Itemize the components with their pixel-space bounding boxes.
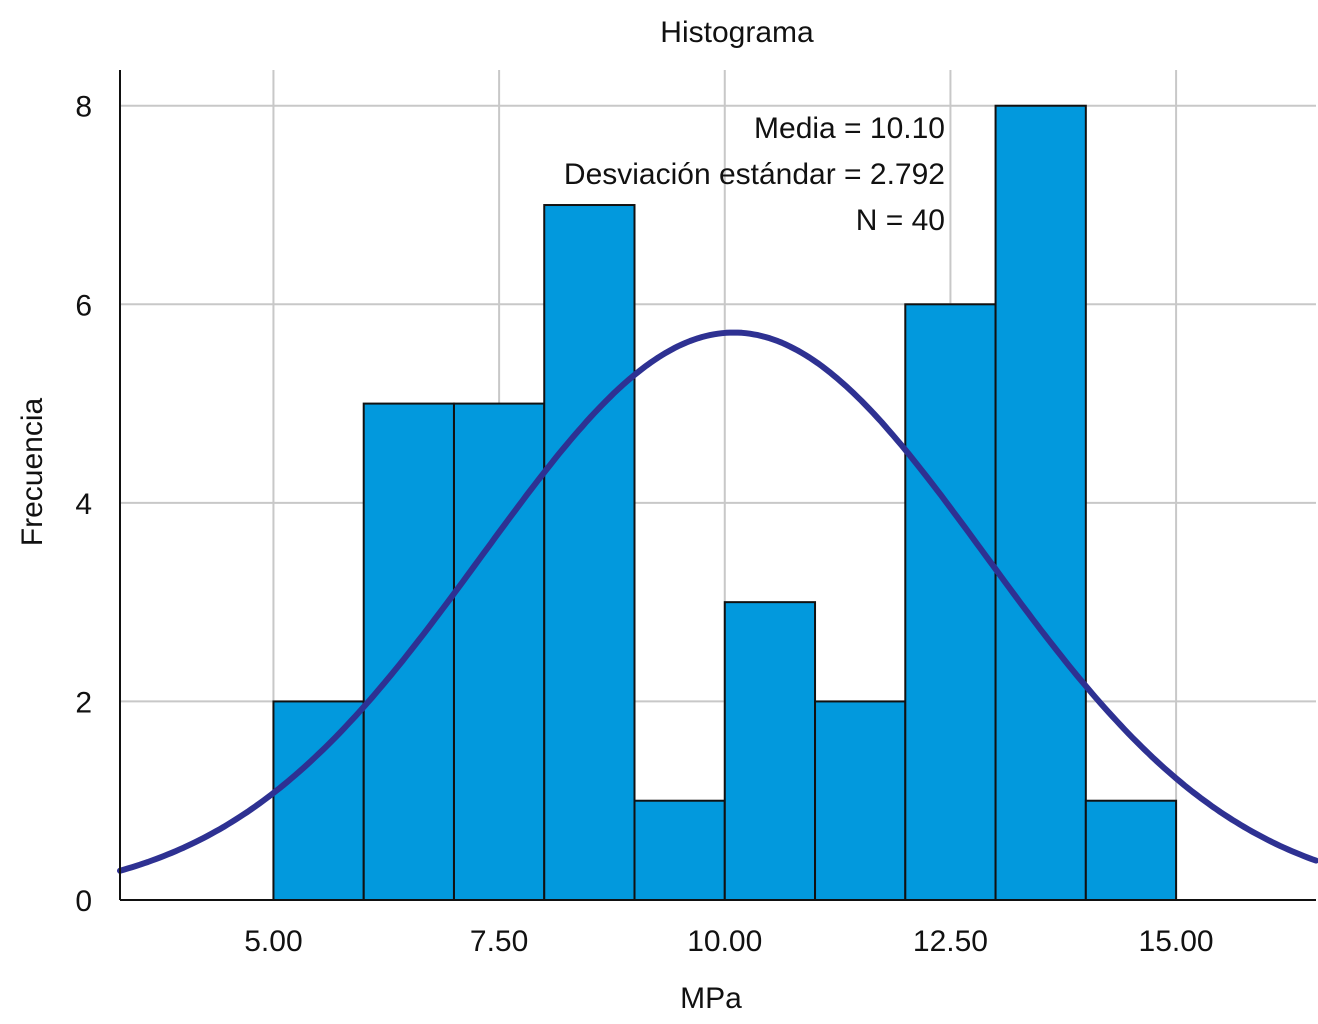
normal-curve-layer — [117, 329, 1318, 874]
axes — [119, 70, 1316, 901]
x-tick-label-2: 10.00 — [687, 925, 762, 958]
stats-n: N = 40 — [856, 204, 945, 237]
histogram-bar-8 — [994, 104, 1087, 901]
tick-labels: 0 2 4 6 8 5.00 7.50 10.00 12.50 15.00 — [75, 91, 1213, 958]
histogram-bars — [272, 104, 1178, 902]
histogram-bar-9 — [1084, 799, 1178, 902]
histogram-bar-3 — [543, 204, 636, 901]
x-tick-label-3: 12.50 — [913, 925, 988, 958]
y-tick-label-2: 4 — [75, 488, 92, 521]
histogram-bar-7 — [904, 303, 997, 901]
histogram-bar-0 — [272, 700, 365, 902]
histogram-bar-5 — [723, 601, 817, 902]
y-tick-label-1: 2 — [75, 686, 92, 719]
chart-title: Histograma — [660, 16, 814, 49]
histogram-bar-6 — [814, 700, 907, 902]
y-axis-title: Frecuencia — [16, 397, 49, 546]
normal-curve — [117, 329, 1318, 874]
x-tick-label-0: 5.00 — [244, 925, 302, 958]
stats-box: Media = 10.10 Desviación estándar = 2.79… — [564, 112, 945, 237]
y-tick-label-0: 0 — [75, 885, 92, 918]
histogram-bar-4 — [633, 799, 726, 902]
x-axis-title: MPa — [680, 982, 742, 1015]
y-tick-label-4: 8 — [75, 91, 92, 124]
x-tick-label-1: 7.50 — [470, 925, 528, 958]
y-tick-label-3: 6 — [75, 289, 92, 322]
histogram-bar-2 — [452, 402, 546, 901]
stats-mean: Media = 10.10 — [754, 112, 945, 145]
stats-std: Desviación estándar = 2.792 — [564, 158, 945, 191]
x-tick-label-4: 15.00 — [1139, 925, 1214, 958]
